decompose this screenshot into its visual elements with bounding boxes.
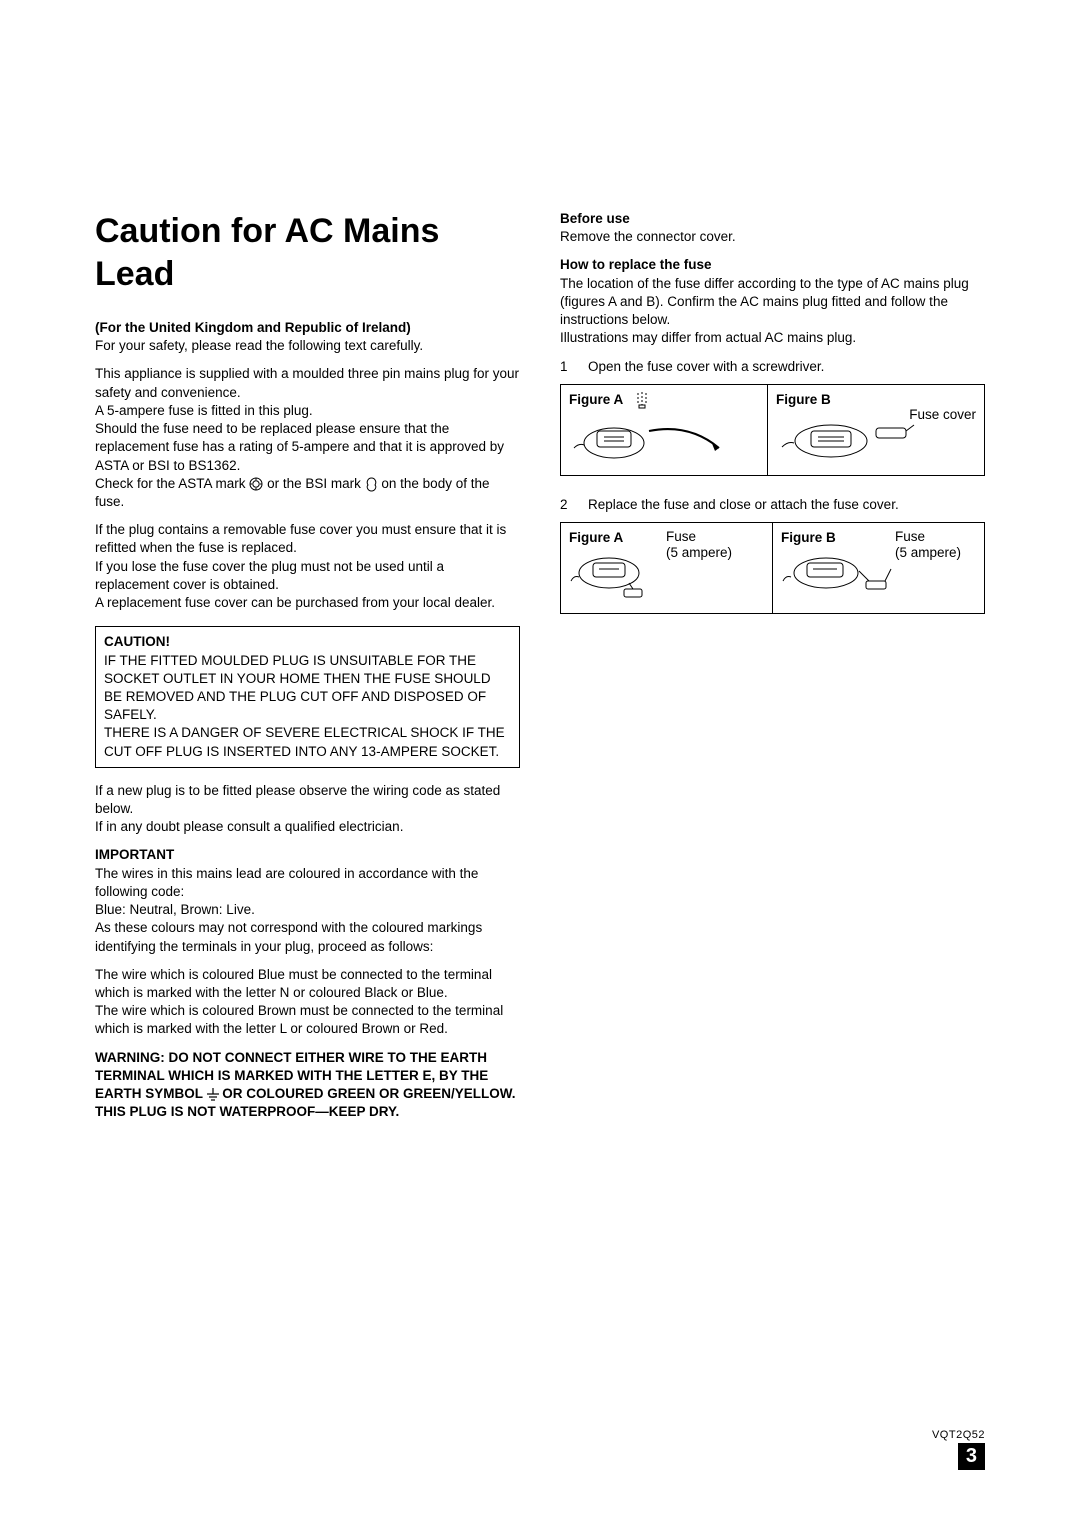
plug-figure-b2-icon bbox=[781, 551, 901, 603]
para-5amp: A 5-ampere fuse is fitted in this plug. bbox=[95, 403, 313, 418]
page-content: Caution for AC Mains Lead (For the Unite… bbox=[0, 0, 1080, 1192]
imp-d: The wire which is coloured Blue must be … bbox=[95, 967, 492, 1000]
plug-figure-a2-icon bbox=[569, 551, 669, 603]
footer-code: VQT2Q52 bbox=[932, 1429, 985, 1441]
page-title: Caution for AC Mains Lead bbox=[95, 210, 520, 295]
fuse-label: Fuse bbox=[666, 529, 696, 544]
step-text: Open the fuse cover with a screwdriver. bbox=[588, 358, 824, 376]
step-item: 2 Replace the fuse and close or attach t… bbox=[560, 496, 985, 514]
step-text: Replace the fuse and close or attach the… bbox=[588, 496, 899, 514]
plug-figure-a1-icon bbox=[569, 413, 739, 465]
bsi-mark-icon bbox=[365, 477, 378, 492]
region-subhead: (For the United Kingdom and Republic of … bbox=[95, 320, 411, 335]
step-item: 1 Open the fuse cover with a screwdriver… bbox=[560, 358, 985, 376]
caution-box: CAUTION! IF THE FITTED MOULDED PLUG IS U… bbox=[95, 626, 520, 768]
figure-b-title: Figure B bbox=[781, 530, 836, 545]
imp-c: As these colours may not correspond with… bbox=[95, 920, 482, 953]
right-column: Before use Remove the connector cover. H… bbox=[560, 210, 985, 1132]
left-column: Caution for AC Mains Lead (For the Unite… bbox=[95, 210, 520, 1132]
replace-text: The location of the fuse differ accordin… bbox=[560, 276, 969, 327]
earth-symbol-icon bbox=[207, 1088, 219, 1102]
figure-box-2: Figure A Fuse (5 ampere) Figure B Fu bbox=[560, 522, 985, 614]
caution-heading: CAUTION! bbox=[104, 633, 511, 651]
before-heading: Before use bbox=[560, 211, 630, 226]
para-replace: Should the fuse need to be replaced plea… bbox=[95, 421, 504, 472]
figure-box-1: Figure A bbox=[560, 384, 985, 476]
para-appliance: This appliance is supplied with a moulde… bbox=[95, 366, 519, 399]
screwdriver-icon bbox=[634, 391, 650, 409]
figure-a-2: Figure A Fuse (5 ampere) bbox=[561, 523, 772, 613]
figure-b-title: Figure B bbox=[776, 392, 831, 407]
para-removable: If the plug contains a removable fuse co… bbox=[95, 522, 506, 555]
caution-text-b: THERE IS A DANGER OF SEVERE ELECTRICAL S… bbox=[104, 724, 511, 760]
before-text: Remove the connector cover. bbox=[560, 229, 736, 244]
warning-waterproof: THIS PLUG IS NOT WATERPROOF—KEEP DRY. bbox=[95, 1104, 399, 1119]
page-number-box: 3 bbox=[958, 1443, 985, 1470]
figure-b-1: Figure B Fuse cover bbox=[767, 385, 984, 475]
step-number: 1 bbox=[560, 358, 570, 376]
imp-b: Blue: Neutral, Brown: Live. bbox=[95, 902, 255, 917]
step-list: 1 Open the fuse cover with a screwdriver… bbox=[560, 358, 985, 376]
page-number: 3 bbox=[966, 1445, 977, 1467]
page-footer: VQT2Q52 3 bbox=[932, 1429, 985, 1470]
para-new-plug: If a new plug is to be fitted please obs… bbox=[95, 783, 500, 816]
caution-text-a: IF THE FITTED MOULDED PLUG IS UNSUITABLE… bbox=[104, 652, 511, 725]
fuse-label: Fuse bbox=[895, 529, 925, 544]
para-electrician: If in any doubt please consult a qualifi… bbox=[95, 819, 403, 834]
figure-b-2: Figure B Fuse (5 ampere) bbox=[772, 523, 984, 613]
asta-mark-icon bbox=[249, 477, 263, 491]
figure-a-1: Figure A bbox=[561, 385, 767, 475]
para-check-mid: or the BSI mark bbox=[267, 476, 365, 491]
step-number: 2 bbox=[560, 496, 570, 514]
para-check-pre: Check for the ASTA mark bbox=[95, 476, 249, 491]
step-list: 2 Replace the fuse and close or attach t… bbox=[560, 496, 985, 514]
replace-heading: How to replace the fuse bbox=[560, 257, 712, 272]
intro-text: For your safety, please read the followi… bbox=[95, 338, 423, 353]
warning-post: OR COLOURED GREEN OR GREEN/YELLOW. bbox=[222, 1086, 515, 1101]
replace-note: Illustrations may differ from actual AC … bbox=[560, 330, 856, 345]
important-heading: IMPORTANT bbox=[95, 847, 174, 862]
imp-a: The wires in this mains lead are coloure… bbox=[95, 866, 478, 899]
para-lose-cover: If you lose the fuse cover the plug must… bbox=[95, 559, 444, 592]
para-dealer: A replacement fuse cover can be purchase… bbox=[95, 595, 495, 610]
imp-e: The wire which is coloured Brown must be… bbox=[95, 1003, 503, 1036]
plug-figure-b1-icon bbox=[776, 413, 976, 465]
figure-a-title: Figure A bbox=[569, 392, 623, 407]
figure-a-title: Figure A bbox=[569, 530, 623, 545]
